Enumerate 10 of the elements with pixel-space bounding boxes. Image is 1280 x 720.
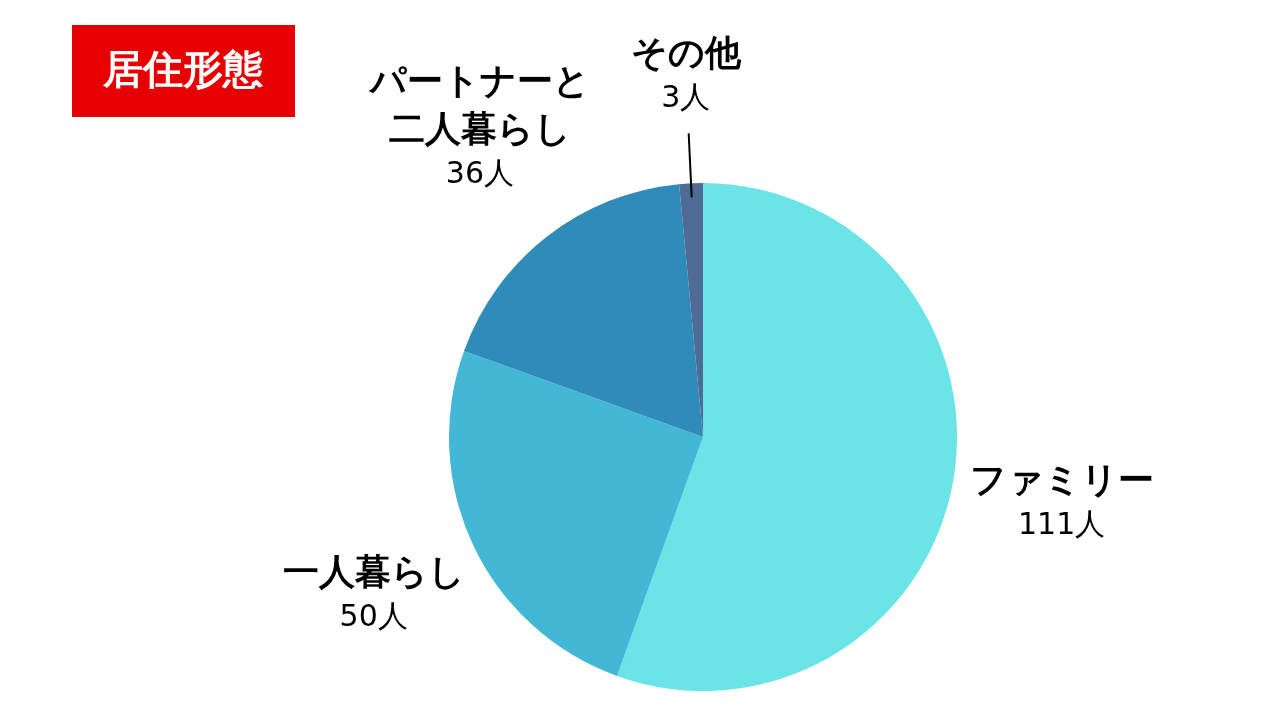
pie-slice	[616, 183, 957, 691]
slice-label: その他	[630, 32, 742, 74]
slice-label: 一人暮らし	[282, 550, 465, 592]
chart-title: 居住形態	[102, 46, 263, 92]
slice-label: パートナーと二人暮らし	[367, 60, 590, 150]
data-label: 111人	[1017, 505, 1106, 541]
data-label: 36人	[445, 155, 514, 191]
data-label: 50人	[339, 597, 408, 633]
data-label: 3人	[661, 79, 711, 115]
slice-label: ファミリー	[969, 458, 1154, 500]
